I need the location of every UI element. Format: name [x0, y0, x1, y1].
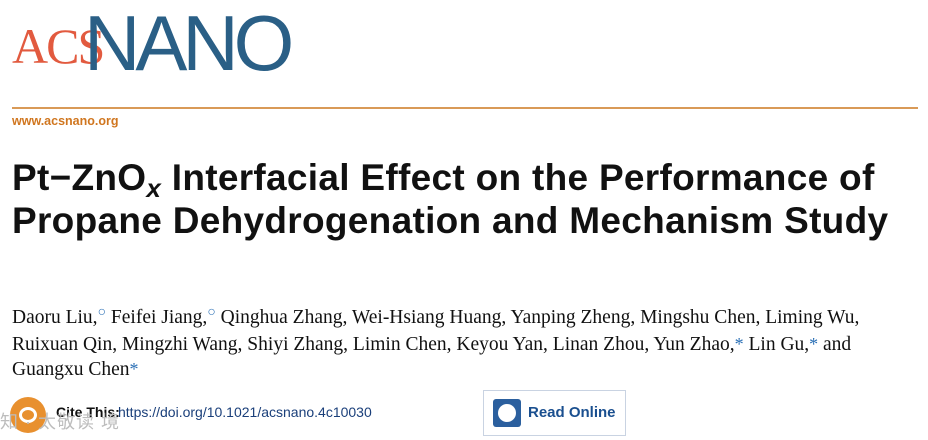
logo-acs-text: ACS: [12, 18, 105, 74]
author-names-rest: Qinghua Zhang, Wei-Hsiang Huang, Yanping…: [12, 307, 860, 355]
logo-nano-text: NANO: [84, 0, 294, 87]
equal-contribution-mark[interactable]: ○: [207, 305, 216, 320]
corresponding-author-mark[interactable]: *: [129, 359, 139, 379]
title-part1: Pt−ZnO: [12, 157, 147, 198]
header-divider: [12, 107, 918, 109]
journal-logo: ACS NANO: [12, 0, 312, 82]
read-online-button[interactable]: Read Online: [483, 390, 626, 436]
quote-icon[interactable]: [10, 397, 46, 433]
article-title: Pt−ZnOx Interfacial Effect on the Perfor…: [12, 158, 922, 241]
corresponding-author-mark[interactable]: *: [734, 334, 744, 354]
title-subscript: x: [146, 173, 162, 203]
journal-url-link[interactable]: www.acsnano.org: [12, 114, 119, 128]
cite-this-bar: Cite This: https://doi.org/10.1021/acsna…: [0, 395, 440, 433]
equal-contribution-mark[interactable]: ○: [97, 305, 107, 320]
author-name: Daoru Liu,: [12, 307, 98, 328]
doi-link[interactable]: https://doi.org/10.1021/acsnano.4c10030: [118, 404, 372, 420]
cite-this-label: Cite This:: [56, 404, 120, 420]
read-online-label: Read Online: [528, 404, 616, 421]
author-name: Feifei Jiang,: [110, 307, 208, 328]
author-name: Yun Zhao,: [653, 334, 735, 355]
globe-icon: [493, 399, 521, 427]
corresponding-author-mark[interactable]: *: [809, 334, 819, 354]
watermark: 知 · 太敬读 境: [0, 412, 120, 432]
title-part2: Interfacial Effect on the Performance of…: [12, 157, 889, 241]
author-name: Lin Gu,: [748, 334, 810, 355]
author-list: Daoru Liu,○ Feifei Jiang,○ Qinghua Zhang…: [12, 305, 918, 382]
author-name: and Guangxu Chen: [12, 334, 852, 380]
